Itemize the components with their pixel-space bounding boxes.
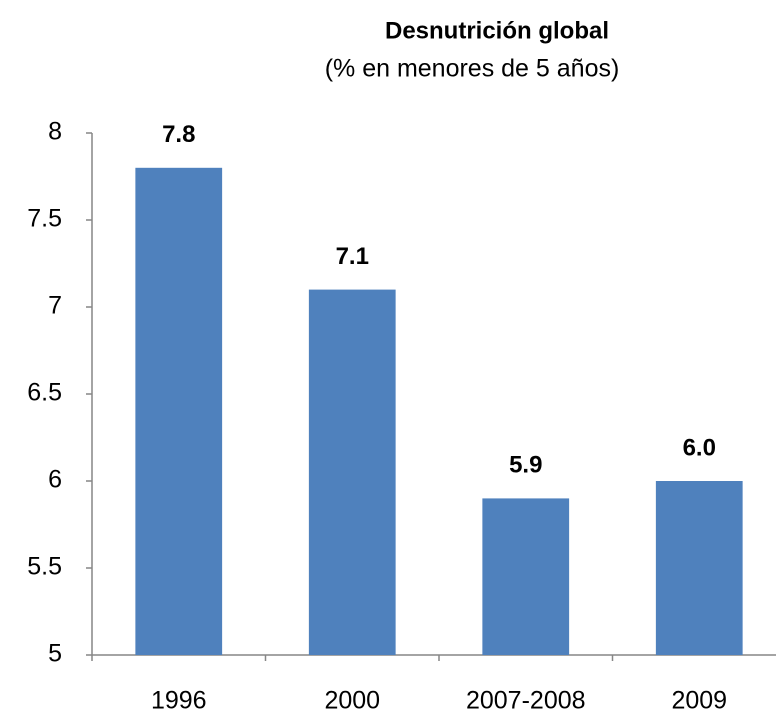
x-tick-label: 2007-2008: [466, 687, 586, 714]
y-tick-label: 6: [48, 466, 62, 494]
y-tick-label: 6.5: [27, 379, 62, 407]
bar: [655, 481, 743, 655]
bar: [135, 167, 223, 656]
value-label: 7.1: [336, 243, 369, 270]
y-tick-label: 5.5: [27, 553, 62, 581]
bar: [482, 498, 570, 655]
chart-subtitle: (% en menores de 5 años): [325, 55, 620, 83]
value-label: 6.0: [683, 434, 716, 461]
chart-title: Desnutrición global: [385, 17, 609, 44]
y-tick-label: 8: [48, 118, 62, 146]
value-label: 7.8: [162, 121, 195, 148]
x-tick-label: 2009: [671, 687, 727, 714]
y-tick-label: 7.5: [27, 205, 62, 233]
y-tick-label: 7: [48, 292, 62, 320]
y-tick-label: 5: [48, 640, 62, 668]
bar: [308, 289, 396, 655]
value-label: 5.9: [509, 452, 542, 479]
x-tick-label: 1996: [151, 687, 207, 714]
x-tick-label: 2000: [324, 687, 380, 714]
